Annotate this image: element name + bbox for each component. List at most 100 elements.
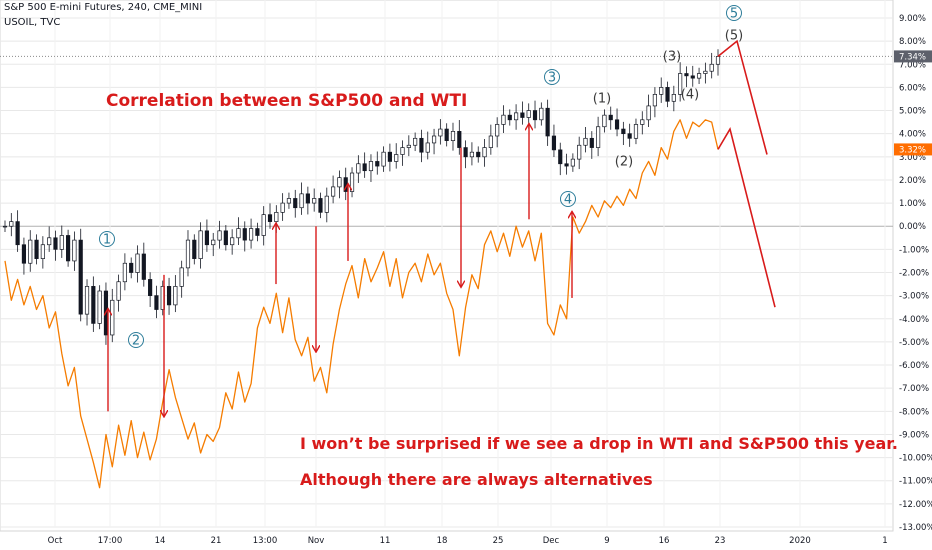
spx-candle (646, 94, 651, 127)
wave-label-5: (5) (725, 29, 743, 44)
wave-circle (560, 191, 576, 207)
spx-candle (72, 231, 77, 271)
candle-body (659, 87, 664, 95)
spx-candle (312, 188, 317, 212)
candle-body (299, 193, 304, 209)
time-axis[interactable]: Oct 17:00 14 21 13:00 Nov 11 18 25 Dec 9 16 23 2020 1 (0, 530, 893, 546)
spx-candle (482, 139, 487, 167)
spx-candle (47, 226, 52, 252)
candle-body (223, 230, 228, 246)
x-tick-label: 25 (493, 536, 504, 546)
spx-candle (419, 129, 424, 163)
spx-candle (495, 117, 500, 148)
candle-body (236, 228, 241, 239)
wave-text: 5 (730, 7, 738, 22)
spx-candle (545, 99, 550, 146)
candle-body (444, 128, 449, 141)
spx-projection (717, 39, 768, 155)
spx-candle (261, 206, 266, 246)
wti-last-value-tag-bg (894, 143, 932, 156)
spx-candle (331, 175, 336, 204)
wave-text: (2) (615, 155, 633, 170)
spx-candle (28, 230, 33, 272)
y-tick-label: 4.00% (899, 130, 926, 140)
candle-body (135, 253, 140, 273)
spx-candle (148, 272, 153, 307)
candle-body (375, 161, 380, 167)
candle-body (627, 133, 632, 139)
spx-candle (78, 228, 83, 322)
spx-candle (362, 152, 367, 178)
x-tick-label: Oct (48, 536, 63, 546)
candle-body (337, 177, 342, 188)
candle-body (709, 63, 714, 72)
spx-candle (356, 155, 361, 183)
candle-body (47, 237, 52, 246)
spx-candle (91, 276, 96, 332)
candle-body (671, 93, 676, 102)
candle-body (690, 75, 695, 79)
spx-candle (444, 123, 449, 147)
candle-body (602, 114, 607, 128)
spx-candle (696, 67, 702, 84)
candle-body (507, 114, 512, 121)
wave-text: (5) (725, 29, 743, 44)
candle-body (211, 239, 216, 246)
wave-text: (3) (663, 50, 681, 65)
spx-candle (343, 167, 348, 201)
spx-candle (122, 253, 127, 291)
candle-body (53, 237, 58, 250)
spx-candle (381, 146, 386, 172)
candle-body (274, 211, 279, 222)
candle-body (179, 267, 184, 287)
x-tick-label: 16 (659, 536, 670, 546)
candle-body (280, 202, 285, 213)
spx-candle (248, 218, 254, 249)
spx-candle (640, 111, 645, 135)
price-axis[interactable]: 9.00% 8.00% 7.00% 6.00% 5.00% 4.00% 3.00% 2.00%… (894, 14, 932, 533)
spx-candle (665, 81, 670, 108)
candle-body (230, 237, 235, 246)
spx-candle (583, 126, 588, 153)
x-tick-label: 1 (882, 536, 887, 546)
candle-body (343, 177, 348, 192)
spx-candle (318, 192, 323, 219)
spx-candle (400, 140, 405, 166)
chart-annotation-title: Correlation between S&P500 and WTI (106, 91, 468, 111)
candle-body (78, 239, 83, 315)
y-tick-label: 3.00% (899, 153, 926, 163)
candle-body (173, 286, 178, 306)
spx-candle (110, 288, 115, 343)
spx-candle (267, 203, 273, 229)
wave-text: 2 (132, 334, 140, 349)
y-tick-label: -11.00% (899, 477, 932, 487)
candle-body (463, 147, 468, 158)
wave-text: 3 (548, 71, 556, 86)
spx-candle (223, 225, 228, 251)
spx-candle (596, 116, 601, 157)
candle-body (318, 198, 323, 213)
x-tick-label: 21 (211, 536, 222, 546)
spx-candle (564, 153, 569, 175)
y-tick-label: -6.00% (899, 361, 929, 371)
wave-text: (4) (681, 88, 699, 103)
candle-body (450, 131, 456, 141)
spx-candle (558, 142, 563, 176)
candle-body (577, 144, 582, 160)
candle-body (488, 135, 493, 148)
candle-body (242, 228, 247, 241)
candle-body (501, 114, 506, 125)
candle-body (495, 124, 500, 137)
y-tick-label: 6.00% (899, 83, 926, 93)
spx-candle (198, 222, 203, 269)
candle-body (286, 198, 292, 204)
candle-body (596, 126, 601, 148)
spx-candle (627, 123, 632, 147)
spx-candle (59, 225, 64, 258)
candle-body (154, 295, 159, 310)
candle-body (204, 230, 209, 246)
candle-body (59, 235, 64, 250)
chart-annotation-note-2: Although there are always alternatives (300, 470, 653, 489)
wti-last-value-tag: 3.32% (894, 143, 932, 156)
